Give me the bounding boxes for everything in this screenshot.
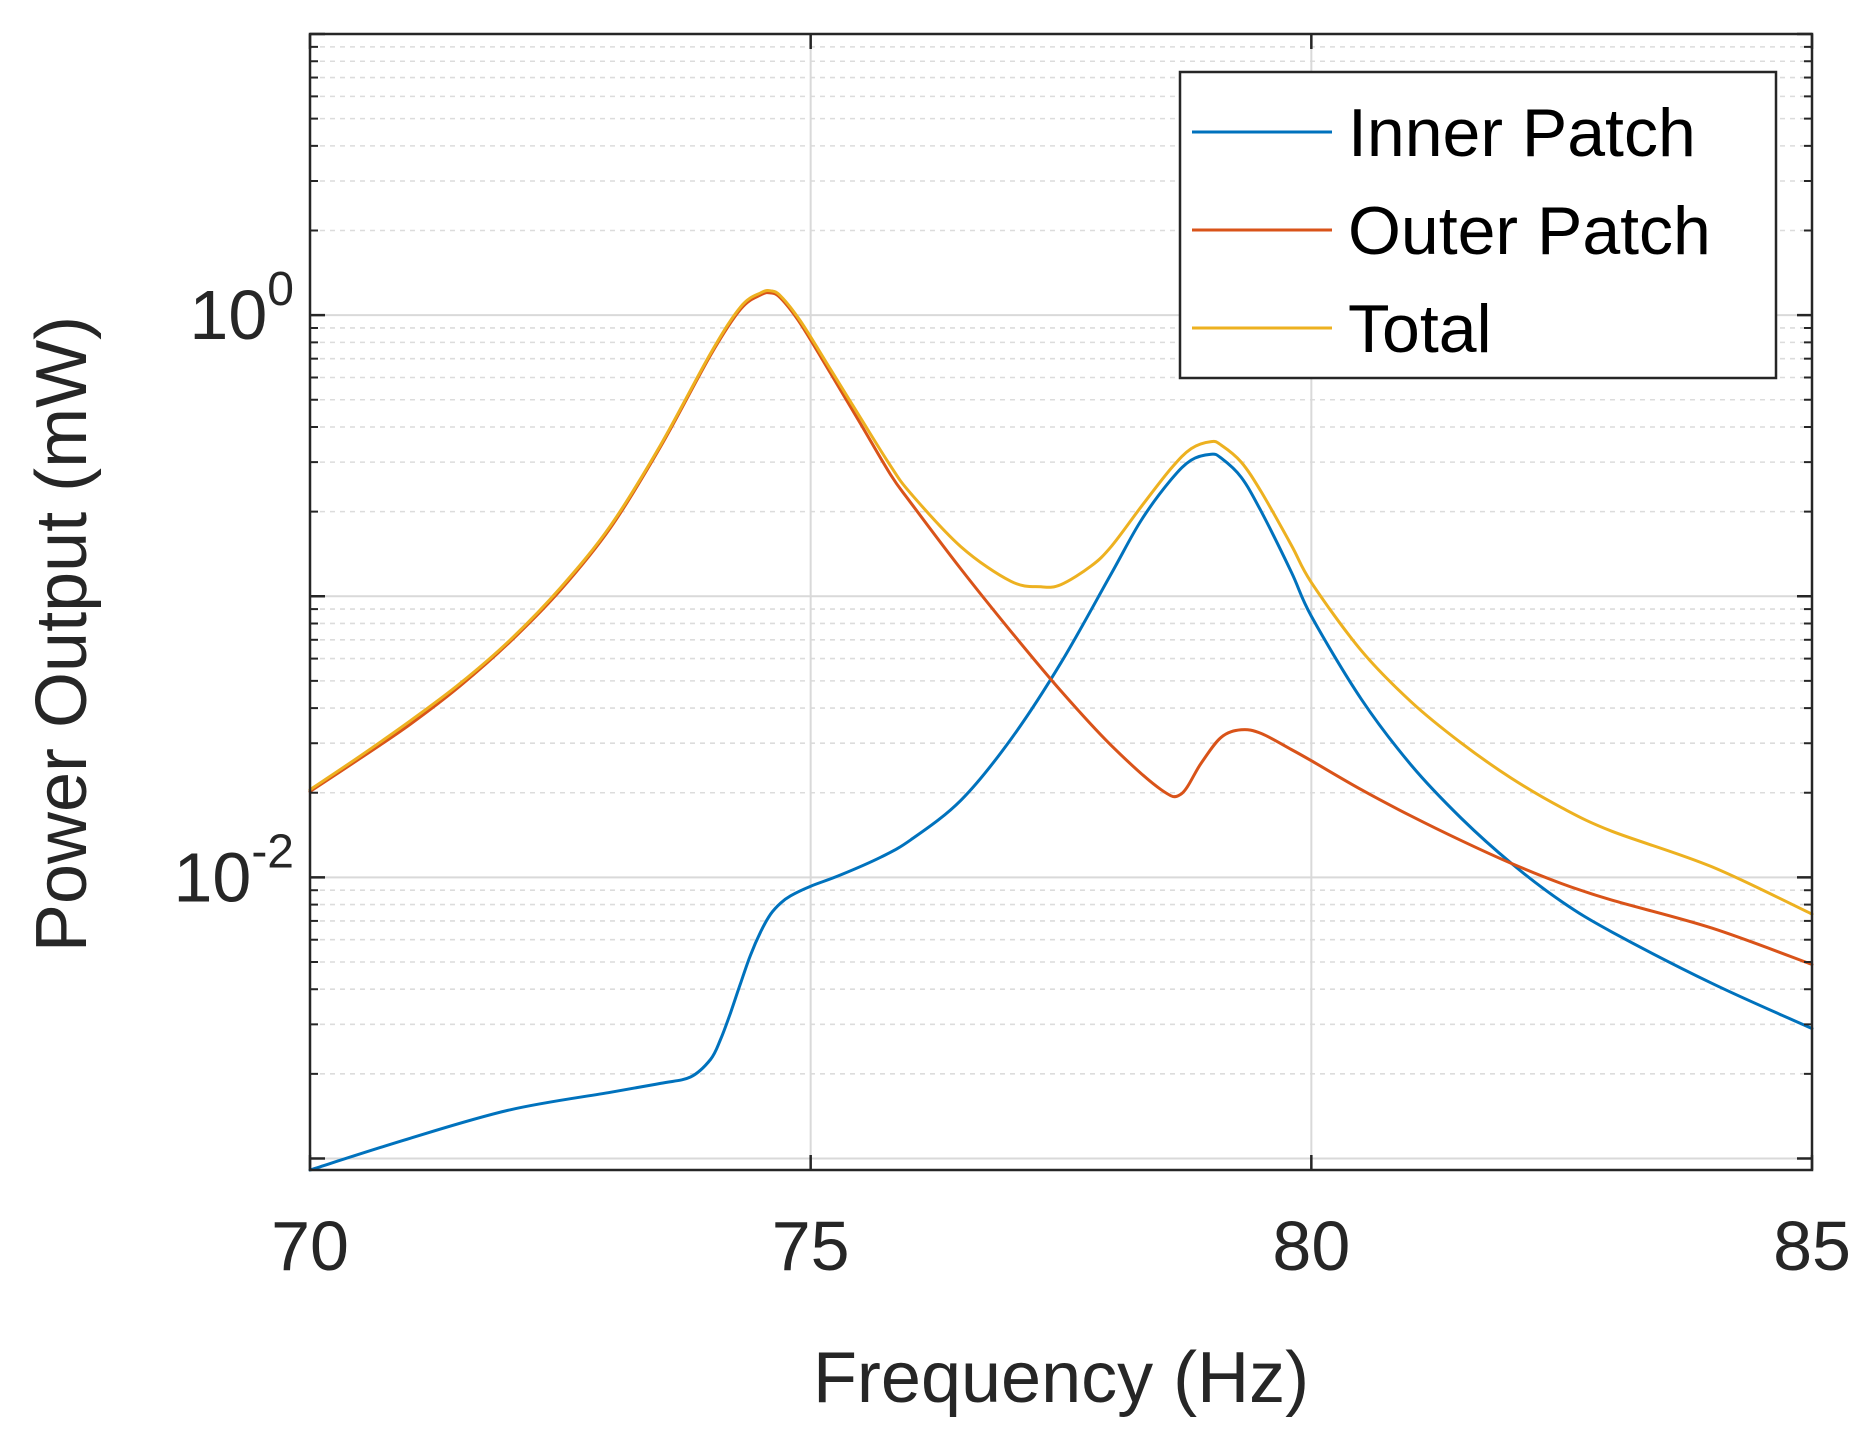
x-tick-label: 70 xyxy=(271,1207,349,1285)
x-tick-label: 85 xyxy=(1773,1207,1851,1285)
tick-marks xyxy=(308,32,1814,1170)
series-line-total xyxy=(308,289,1814,916)
y-tick-base: 10 xyxy=(189,276,267,354)
x-axis-title: Frequency (Hz) xyxy=(813,1338,1309,1418)
x-tick-labels: 70 75 80 85 xyxy=(271,1207,1851,1285)
y-tick-exponent: -2 xyxy=(251,825,294,878)
legend: Inner Patch Outer Patch Total xyxy=(1178,70,1778,380)
y-tick-base: 10 xyxy=(173,838,251,916)
y-tick-label: 100 xyxy=(189,263,294,354)
axes-box xyxy=(308,32,1814,1172)
y-axis-title: Power Output (mW) xyxy=(22,316,102,952)
legend-label: Outer Patch xyxy=(1348,193,1711,269)
legend-label: Total xyxy=(1348,291,1492,367)
legend-label: Inner Patch xyxy=(1348,95,1696,171)
series-line-inner-patch xyxy=(308,452,1814,1172)
x-tick-label: 75 xyxy=(772,1207,850,1285)
series-layer xyxy=(308,289,1814,1172)
y-tick-label: 10-2 xyxy=(173,825,294,916)
y-tick-exponent: 0 xyxy=(267,263,294,316)
x-tick-label: 80 xyxy=(1272,1207,1350,1285)
